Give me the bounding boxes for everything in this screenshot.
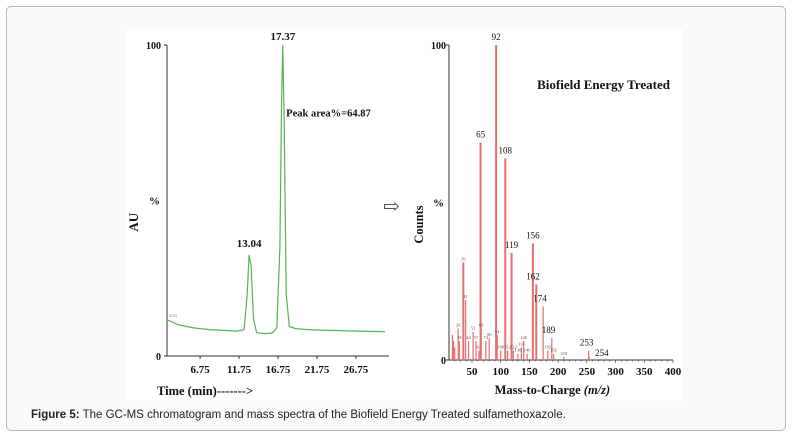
caption-label: Figure 5:	[31, 409, 80, 421]
spectrum-y-tick-label: 0	[441, 356, 446, 367]
arrow-icon: ⇨	[383, 196, 400, 218]
caption-text: The GC-MS chromatogram and mass spectra …	[82, 409, 566, 421]
figure-caption: Figure 5: The GC-MS chromatogram and mas…	[31, 409, 771, 421]
spectrum-peak-label: 162	[526, 271, 540, 281]
spectrum-peak-label: 192	[550, 348, 557, 353]
spectrum-peak-label: 26	[456, 323, 461, 328]
spectrum-peak-label: 140	[520, 335, 528, 340]
chromatogram-y-tick-label: 0	[156, 352, 161, 363]
chromatogram-x-tick-label: 26.75	[344, 364, 369, 376]
spectrum-y-percent: %	[433, 198, 444, 210]
spectrum-x-tick-label: 200	[550, 366, 567, 378]
spectrum-x-tick-label: 300	[607, 366, 624, 378]
spectrum-peak-label: 57	[474, 335, 479, 340]
spectrum-x-tick-label: 400	[665, 366, 682, 378]
peak-label-17-37: 17.37	[270, 31, 295, 43]
spectrum-peak-label: 39	[461, 256, 466, 261]
spectrum-y-tick-label: 100	[431, 41, 446, 52]
spectrum-peak-label: 136	[518, 341, 526, 346]
spectrum-peak-label: 189	[542, 325, 556, 335]
spectrum-peak-label: 28	[457, 335, 462, 340]
spectrum-x-label: Mass-to-Charge (m/z)	[495, 383, 611, 397]
spectrum-x-tick-label: 250	[579, 366, 596, 378]
figure-svg: 0 100 6.75 11.75 16.75 21.75 26.75 Time (min)--…	[126, 31, 682, 398]
figure-area: 0 100 6.75 11.75 16.75 21.75 26.75 Time (min)--…	[126, 29, 683, 401]
spectrum-peak-label: 146	[524, 348, 532, 353]
spectrum-x-tick-label: 350	[636, 366, 653, 378]
spectrum-peak-label: 41	[463, 294, 468, 299]
spectrum-peak-label: 174	[533, 293, 547, 303]
chromatogram-start-label: 2.63	[169, 313, 178, 318]
spectrum-peak-label: 94	[495, 329, 500, 334]
spectrum-peak-label: 100	[497, 345, 505, 350]
chromatogram-y-percent: %	[149, 196, 160, 208]
spectrum-peak-label: 52	[471, 326, 476, 331]
chromatogram-y-label: AU	[127, 212, 141, 231]
chromatogram-trace	[167, 44, 386, 335]
spectrum-peak-label: 122	[510, 345, 517, 350]
chromatogram-y-tick-label: 100	[146, 41, 161, 52]
spectrum-peak-label: 108	[499, 145, 513, 155]
spectrum-peak-label: 210	[560, 351, 568, 356]
spectrum-peak-label: 130	[515, 348, 523, 353]
spectrum-peak-label: 44	[466, 335, 471, 340]
chromatogram-x-label: Time (min)------->	[157, 384, 253, 398]
chromatogram-x-tick-label: 6.75	[190, 364, 210, 376]
peak-label-13-04: 13.04	[237, 238, 262, 250]
chromatogram-x-tick-label: 21.75	[305, 364, 330, 376]
spectrum-peak-label: 253	[580, 338, 594, 348]
spectrum-peak-label: 66	[479, 323, 484, 328]
spectrum-peak-label: 92	[492, 32, 501, 42]
spectrum-y-label: Counts	[412, 205, 426, 243]
spectrum-title: Biofield Energy Treated	[537, 77, 671, 92]
spectrum-peak-label: 112	[504, 345, 511, 350]
spectrum-peak-label: 156	[526, 230, 540, 240]
spectrum-peak-label: 62	[477, 345, 482, 350]
spectrum-x-tick-label: 150	[521, 366, 538, 378]
peak-area-annotation: Peak area%=64.87	[286, 108, 371, 119]
chromatogram-x-tick-label: 16.75	[266, 364, 291, 376]
chromatogram-x-tick-label: 11.75	[227, 364, 252, 376]
spectrum-x-tick-label: 50	[466, 366, 478, 378]
spectrum-peak-label: 74	[484, 335, 489, 340]
spectrum-x-label-unit: (m/z)	[584, 383, 610, 397]
spectrum-x-label-main: Mass-to-Charge	[495, 383, 584, 397]
mass-spectrum-chart: 0 100 50 100 150 200 250 300 350 400 Mass-to-Charg…	[412, 32, 682, 397]
spectrum-peak-label: 80	[487, 332, 492, 337]
chromatogram-chart: 0 100 6.75 11.75 16.75 21.75 26.75 Time (min)--…	[126, 31, 389, 398]
spectrum-peak-label: 65	[476, 130, 486, 140]
figure-frame: 0 100 6.75 11.75 16.75 21.75 26.75 Time (min)--…	[6, 6, 786, 431]
spectrum-peak-label: 254	[595, 348, 609, 358]
spectrum-peak-label: 119	[505, 240, 519, 250]
spectrum-x-tick-label: 100	[492, 366, 509, 378]
spectrum-peak-label: 182	[544, 345, 551, 350]
